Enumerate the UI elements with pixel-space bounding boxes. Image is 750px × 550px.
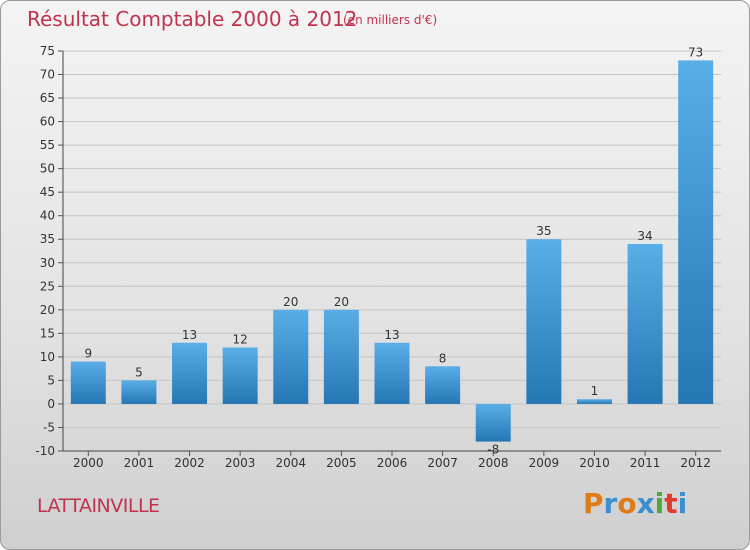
- bar-value-label: 13: [384, 328, 399, 342]
- logo-letter: r: [603, 487, 618, 520]
- bar: [121, 380, 157, 404]
- bar-value-label: 12: [233, 332, 248, 346]
- bar-value-label: 9: [84, 347, 92, 361]
- y-tick-label: 20: [40, 303, 55, 317]
- bar: [526, 239, 562, 404]
- bar: [222, 347, 258, 404]
- place-name: LATTAINVILLE: [37, 495, 160, 517]
- chart-title: Résultat Comptable 2000 à 2012: [27, 7, 358, 31]
- logo-letter: i: [677, 487, 688, 520]
- x-tick-label: 2005: [326, 456, 357, 470]
- y-tick-label: 40: [40, 209, 55, 223]
- y-tick-label: 15: [40, 326, 55, 340]
- bar-value-label: 13: [182, 328, 197, 342]
- bar: [70, 361, 106, 404]
- x-tick-label: 2000: [73, 456, 104, 470]
- y-tick-label: 45: [40, 185, 55, 199]
- bar-value-label: -8: [487, 443, 499, 457]
- bar: [374, 342, 410, 404]
- bar: [627, 243, 663, 404]
- y-tick-label: 35: [40, 232, 55, 246]
- bar: [475, 403, 511, 442]
- y-tick-label: 60: [40, 115, 55, 129]
- bar-value-label: 73: [688, 45, 703, 59]
- x-tick-label: 2006: [377, 456, 408, 470]
- bar-value-label: 35: [536, 224, 551, 238]
- logo-letter: x: [636, 487, 655, 520]
- x-tick-label: 2011: [630, 456, 661, 470]
- logo-letter: o: [617, 487, 637, 520]
- y-tick-label: -10: [35, 444, 55, 458]
- x-tick-label: 2004: [275, 456, 306, 470]
- y-tick-label: 70: [40, 68, 55, 82]
- bar-value-label: 20: [334, 295, 349, 309]
- bar-value-label: 20: [283, 295, 298, 309]
- bar-value-label: 8: [439, 351, 447, 365]
- bar-value-label: 34: [637, 229, 652, 243]
- y-tick-label: 30: [40, 256, 55, 270]
- bar: [576, 399, 612, 404]
- y-tick-label: 55: [40, 138, 55, 152]
- bar: [425, 366, 461, 404]
- y-tick-label: 65: [40, 91, 55, 105]
- x-tick-label: 2012: [680, 456, 711, 470]
- logo-letter: t: [664, 487, 678, 520]
- y-tick-label: 75: [40, 44, 55, 58]
- bar: [678, 60, 714, 404]
- x-tick-label: 2002: [174, 456, 205, 470]
- x-tick-label: 2008: [478, 456, 509, 470]
- y-tick-label: -5: [43, 420, 55, 434]
- y-tick-label: 50: [40, 162, 55, 176]
- x-tick-label: 2010: [579, 456, 610, 470]
- logo-letter: P: [583, 487, 604, 520]
- y-tick-label: 25: [40, 279, 55, 293]
- proxiti-logo: Proxiti: [583, 487, 687, 520]
- bar-value-label: 5: [135, 365, 143, 379]
- chart-subtitle: (en milliers d'€): [343, 13, 438, 27]
- bar-value-label: 1: [591, 384, 599, 398]
- x-tick-label: 2001: [124, 456, 155, 470]
- y-tick-label: 0: [47, 397, 55, 411]
- bar: [323, 309, 359, 404]
- bar: [273, 309, 309, 404]
- bar: [172, 342, 208, 404]
- x-tick-label: 2007: [427, 456, 458, 470]
- y-tick-label: 10: [40, 350, 55, 364]
- x-tick-label: 2003: [225, 456, 256, 470]
- logo-letter: i: [654, 487, 665, 520]
- y-tick-label: 5: [47, 373, 55, 387]
- x-tick-label: 2009: [529, 456, 560, 470]
